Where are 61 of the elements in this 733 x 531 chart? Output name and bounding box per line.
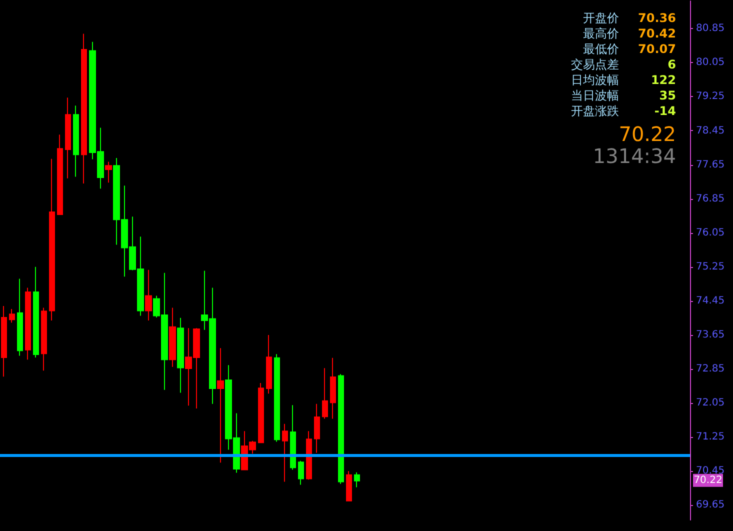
- annotation: 70.42: [638, 26, 676, 40]
- annotation: 日均波幅: [571, 73, 619, 87]
- candlestick: [25, 287, 31, 360]
- candlestick: [1, 306, 7, 378]
- y-tick-label: 80.05: [696, 57, 725, 68]
- annotation: 70.36: [638, 11, 676, 25]
- y-tick-label: 77.65: [696, 159, 725, 170]
- candlestick: [306, 430, 312, 480]
- y-tick-label: 79.25: [696, 91, 725, 102]
- candlestick: [65, 97, 71, 179]
- candlestick: [9, 308, 15, 324]
- y-tick-label: 75.25: [696, 261, 725, 272]
- candlestick: [298, 460, 304, 486]
- y-tick-label: 71.25: [696, 432, 725, 443]
- candlestick: [145, 269, 152, 321]
- candlestick: [322, 368, 328, 420]
- annotation: 当日波幅: [571, 88, 619, 102]
- annotation: 最低价: [583, 42, 619, 56]
- candlestick: [274, 354, 280, 442]
- annotation: 开盘价: [583, 11, 619, 25]
- candlestick: [105, 161, 112, 184]
- candlestick: [177, 317, 184, 394]
- y-tick-label: 76.85: [696, 193, 725, 204]
- candlestick: [354, 472, 360, 488]
- candlestick: [330, 357, 336, 420]
- y-tick-label: 72.85: [696, 363, 725, 374]
- candlestick: [346, 470, 352, 502]
- annotation: 交易点差: [571, 58, 619, 72]
- candlestick: [57, 134, 63, 216]
- y-tick-label: 70.45: [696, 466, 725, 477]
- y-tick-label: 76.05: [696, 227, 725, 238]
- annotation: 最高价: [583, 26, 619, 40]
- candlestick: [282, 423, 288, 482]
- y-tick-label: 69.65: [696, 500, 725, 511]
- annotation: 122: [650, 73, 676, 87]
- candlestick: [33, 266, 39, 358]
- candlestick: [41, 307, 47, 372]
- annotation: 1314:34: [592, 144, 676, 168]
- annotation: 70.22: [694, 474, 722, 486]
- annotation: 70.22: [618, 122, 676, 146]
- candlestick: [169, 307, 176, 368]
- candlestick: [217, 348, 224, 464]
- candlestick: [314, 403, 320, 454]
- annotation: 35: [659, 88, 676, 102]
- candlestick: [49, 158, 55, 321]
- y-tick-label: 73.65: [696, 329, 725, 340]
- y-tick-label: 74.45: [696, 295, 725, 306]
- candlestick: [266, 334, 272, 394]
- y-tick-label: 72.05: [696, 398, 725, 409]
- y-tick-label: 80.85: [696, 23, 725, 34]
- candlestick: [290, 404, 296, 470]
- annotation: -14: [654, 104, 676, 118]
- candlestick: [17, 278, 23, 356]
- candlestick: [258, 382, 264, 444]
- candlestick: [81, 33, 87, 184]
- candlestick: [73, 105, 79, 178]
- candlestick: [338, 374, 344, 484]
- annotation: 70.07: [638, 42, 676, 56]
- y-tick-label: 78.45: [696, 125, 725, 136]
- annotation: 6: [668, 58, 676, 72]
- annotation: 开盘涨跌: [571, 104, 619, 118]
